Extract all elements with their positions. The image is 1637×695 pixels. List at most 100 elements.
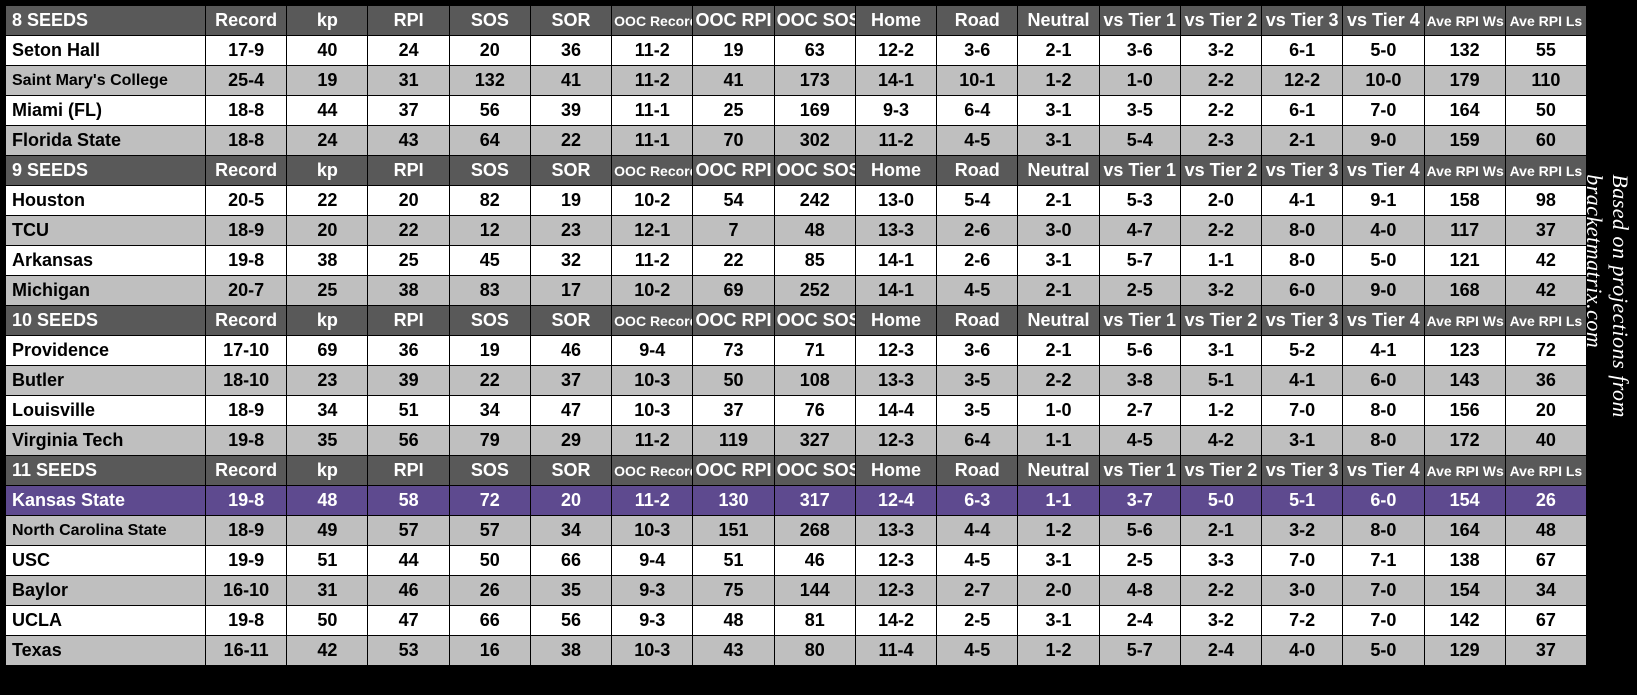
- cell-kp: 50: [287, 606, 368, 636]
- table-row: Baylor16-10314626359-37514412-32-72-04-8…: [6, 576, 1587, 606]
- cell-t2: 3-2: [1180, 36, 1261, 66]
- cell-t3: 3-0: [1262, 576, 1343, 606]
- cell-t3: 3-1: [1262, 426, 1343, 456]
- cell-neutral: 3-1: [1018, 606, 1099, 636]
- header-cell-neutral: Neutral: [1018, 456, 1099, 486]
- cell-record: 18-9: [206, 216, 287, 246]
- cell-oocrec: 10-3: [612, 516, 693, 546]
- cell-sor: 66: [530, 546, 611, 576]
- cell-t2: 5-1: [1180, 366, 1261, 396]
- cell-record: 19-8: [206, 426, 287, 456]
- cell-neutral: 2-0: [1018, 576, 1099, 606]
- cell-t2: 3-3: [1180, 546, 1261, 576]
- header-cell-road: Road: [937, 156, 1018, 186]
- table-row: TCU18-92022122312-174813-32-63-04-72-28-…: [6, 216, 1587, 246]
- cell-t1: 3-8: [1099, 366, 1180, 396]
- table-row: Michigan20-72538831710-26925214-14-52-12…: [6, 276, 1587, 306]
- header-cell-arw: Ave RPI Ws: [1424, 456, 1505, 486]
- cell-sos: 16: [449, 636, 530, 666]
- header-cell-rpi: RPI: [368, 156, 449, 186]
- cell-road: 4-5: [937, 276, 1018, 306]
- cell-sos: 82: [449, 186, 530, 216]
- cell-t2: 5-0: [1180, 486, 1261, 516]
- cell-t1: 5-6: [1099, 336, 1180, 366]
- cell-t4: 9-1: [1343, 186, 1424, 216]
- header-cell-home: Home: [855, 6, 936, 36]
- cell-record: 25-4: [206, 66, 287, 96]
- header-cell-oocsos: OOC SOS: [774, 6, 855, 36]
- cell-home: 14-1: [855, 276, 936, 306]
- cell-t1: 2-5: [1099, 546, 1180, 576]
- header-cell-sos: SOS: [449, 306, 530, 336]
- header-cell-oocrpi: OOC RPI: [693, 6, 774, 36]
- cell-record: 18-8: [206, 126, 287, 156]
- cell-sos: 22: [449, 366, 530, 396]
- cell-home: 14-4: [855, 396, 936, 426]
- cell-sor: 34: [530, 516, 611, 546]
- cell-oocrpi: 19: [693, 36, 774, 66]
- cell-arw: 121: [1424, 246, 1505, 276]
- table-row: Virginia Tech19-83556792911-211932712-36…: [6, 426, 1587, 456]
- group-title-cell: 9 SEEDS: [6, 156, 206, 186]
- cell-arw: 138: [1424, 546, 1505, 576]
- cell-road: 3-6: [937, 336, 1018, 366]
- header-cell-oocrec: OOC Record: [612, 306, 693, 336]
- cell-rpi: 37: [368, 96, 449, 126]
- header-cell-sor: SOR: [530, 306, 611, 336]
- cell-t1: 5-7: [1099, 246, 1180, 276]
- cell-t3: 3-2: [1262, 516, 1343, 546]
- cell-neutral: 2-1: [1018, 336, 1099, 366]
- cell-home: 12-3: [855, 546, 936, 576]
- cell-oocsos: 252: [774, 276, 855, 306]
- cell-home: 12-3: [855, 336, 936, 366]
- cell-t2: 3-2: [1180, 276, 1261, 306]
- cell-oocrpi: 37: [693, 396, 774, 426]
- cell-record: 18-9: [206, 396, 287, 426]
- cell-road: 4-5: [937, 636, 1018, 666]
- cell-oocsos: 268: [774, 516, 855, 546]
- header-cell-t1: vs Tier 1: [1099, 306, 1180, 336]
- cell-oocsos: 169: [774, 96, 855, 126]
- table-row: Miami (FL)18-84437563911-1251699-36-43-1…: [6, 96, 1587, 126]
- cell-sor: 19: [530, 186, 611, 216]
- header-cell-arl: Ave RPI Ls: [1505, 306, 1586, 336]
- cell-neutral: 2-1: [1018, 186, 1099, 216]
- header-cell-neutral: Neutral: [1018, 156, 1099, 186]
- cell-sor: 17: [530, 276, 611, 306]
- cell-sos: 12: [449, 216, 530, 246]
- header-cell-t4: vs Tier 4: [1343, 6, 1424, 36]
- cell-oocsos: 327: [774, 426, 855, 456]
- cell-kp: 44: [287, 96, 368, 126]
- cell-t3: 4-0: [1262, 636, 1343, 666]
- cell-road: 3-6: [937, 36, 1018, 66]
- cell-t2: 2-2: [1180, 576, 1261, 606]
- cell-t4: 8-0: [1343, 426, 1424, 456]
- cell-kp: 49: [287, 516, 368, 546]
- header-cell-t2: vs Tier 2: [1180, 456, 1261, 486]
- table-row: Providence17-10693619469-4737112-33-62-1…: [6, 336, 1587, 366]
- cell-t3: 7-0: [1262, 396, 1343, 426]
- cell-t3: 5-2: [1262, 336, 1343, 366]
- cell-t2: 2-3: [1180, 126, 1261, 156]
- team-cell: USC: [6, 546, 206, 576]
- team-cell: Butler: [6, 366, 206, 396]
- cell-record: 17-10: [206, 336, 287, 366]
- header-cell-t1: vs Tier 1: [1099, 156, 1180, 186]
- header-cell-record: Record: [206, 156, 287, 186]
- team-cell: North Carolina State: [6, 516, 206, 546]
- cell-road: 4-5: [937, 126, 1018, 156]
- cell-sos: 79: [449, 426, 530, 456]
- cell-oocsos: 317: [774, 486, 855, 516]
- cell-neutral: 3-1: [1018, 126, 1099, 156]
- cell-t2: 2-4: [1180, 636, 1261, 666]
- header-cell-kp: kp: [287, 306, 368, 336]
- cell-oocsos: 48: [774, 216, 855, 246]
- cell-kp: 23: [287, 366, 368, 396]
- cell-road: 2-6: [937, 216, 1018, 246]
- cell-record: 19-9: [206, 546, 287, 576]
- cell-rpi: 46: [368, 576, 449, 606]
- cell-oocrec: 9-4: [612, 336, 693, 366]
- cell-sor: 46: [530, 336, 611, 366]
- team-cell: Saint Mary's College: [6, 66, 206, 96]
- cell-t2: 2-2: [1180, 66, 1261, 96]
